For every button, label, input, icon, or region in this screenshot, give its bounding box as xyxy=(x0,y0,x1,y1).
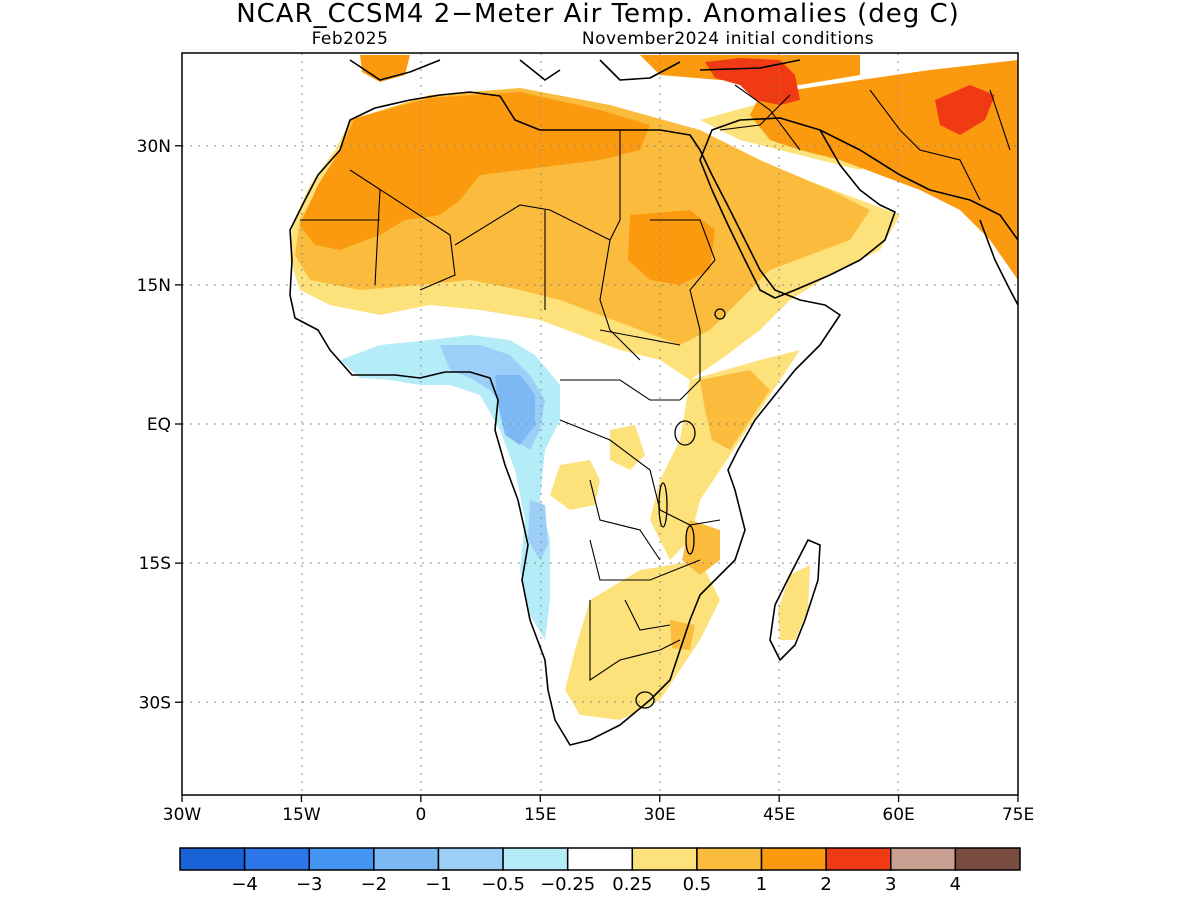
anomaly-region-yellow-southafrica xyxy=(565,560,720,720)
legend-color-swatch xyxy=(954,847,1021,871)
legend-color-swatch xyxy=(825,847,892,871)
map-plot-area xyxy=(182,53,1018,795)
anomaly-region-yellow-madagascar xyxy=(778,565,810,640)
lon-tick-label: 15W xyxy=(282,805,321,825)
legend-label: −1 xyxy=(425,874,452,895)
anomaly-region-blue-angola xyxy=(528,500,548,560)
anomaly-region-red-afghanistan xyxy=(935,85,995,135)
color-legend: −4 −3 −2 −1 −0.5 −0.25 0.25 0.5 1 2 3 4 xyxy=(179,847,1021,895)
anomaly-shading xyxy=(290,55,1018,720)
legend-label: −3 xyxy=(296,874,323,895)
anomaly-region-yellow-congo xyxy=(550,460,600,510)
anomaly-region-darkblue-gabon xyxy=(495,375,535,445)
lon-tick-label: 0 xyxy=(415,805,426,825)
longitude-axis: 30W 15W 0 15E 30E 45E 60E 75E xyxy=(163,795,1034,825)
anomaly-region-orange-mozambique xyxy=(670,620,695,650)
lat-tick-label: 15N xyxy=(137,276,171,296)
legend-color-swatch xyxy=(373,847,440,871)
legend-label: −0.25 xyxy=(540,874,595,895)
country-borders xyxy=(300,84,1011,682)
legend-color-swatch xyxy=(308,847,375,871)
legend-color-swatch xyxy=(502,847,569,871)
chart-title: NCAR_CCSM4 2−Meter Air Temp. Anomalies (… xyxy=(236,0,960,29)
graticule xyxy=(182,53,1018,795)
legend-color-swatch xyxy=(696,847,763,871)
madagascar-coastline xyxy=(769,539,821,661)
subtitle-initial-conditions: November2024 initial conditions xyxy=(582,29,874,49)
india-coast xyxy=(979,219,1018,306)
legend-color-swatch xyxy=(243,847,310,871)
lat-tick-label: EQ xyxy=(147,415,171,435)
legend-label: −0.5 xyxy=(481,874,525,895)
legend-label: −2 xyxy=(361,874,388,895)
legend-color-swatch xyxy=(890,847,957,871)
lon-tick-label: 60E xyxy=(882,805,914,825)
africa-coastline xyxy=(289,91,841,746)
subtitle-valid-month: Feb2025 xyxy=(312,29,389,49)
legend-label: 4 xyxy=(950,874,961,895)
legend-label: 1 xyxy=(756,874,767,895)
anomaly-region-yellow-eastafrica xyxy=(650,350,800,560)
lon-tick-label: 75E xyxy=(1002,805,1034,825)
legend-color-swatch xyxy=(179,847,246,871)
lon-tick-label: 45E xyxy=(763,805,795,825)
anomaly-region-yellow-central xyxy=(610,425,645,470)
lon-tick-label: 30W xyxy=(163,805,202,825)
lon-tick-label: 15E xyxy=(524,805,556,825)
lakes xyxy=(635,308,726,709)
legend-label: 0.5 xyxy=(683,874,712,895)
lat-tick-label: 30N xyxy=(137,137,171,157)
legend-color-swatch xyxy=(437,847,504,871)
latitude-axis: 30N 15N EQ 15S 30S xyxy=(137,137,182,713)
anomaly-region-darkorange-sudan xyxy=(628,210,715,285)
legend-color-swatch xyxy=(631,847,698,871)
lat-tick-label: 30S xyxy=(139,693,171,713)
legend-label: 2 xyxy=(820,874,831,895)
lat-tick-label: 15S xyxy=(139,554,171,574)
coastlines xyxy=(289,59,1018,746)
legend-color-swatch xyxy=(566,847,634,871)
anomaly-region-darkorange-northafrica xyxy=(300,92,650,250)
lon-tick-label: 30E xyxy=(644,805,676,825)
anomaly-region-orange-hornafrica xyxy=(700,370,770,450)
legend-label: 3 xyxy=(885,874,896,895)
mediterranean-north-coast xyxy=(349,59,801,81)
legend-label: 0.25 xyxy=(612,874,652,895)
persian-gulf-coast xyxy=(819,129,1018,241)
legend-color-swatch xyxy=(760,847,827,871)
legend-label: −4 xyxy=(231,874,258,895)
anomaly-region-orange-zambia xyxy=(682,520,720,575)
